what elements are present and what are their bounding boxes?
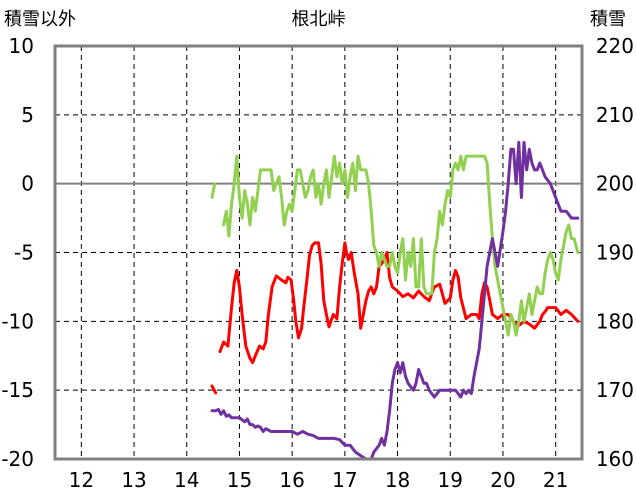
y-right-tick-label: 170 — [596, 378, 634, 402]
x-tick-label: 19 — [438, 468, 463, 492]
y-right-tick-label: 220 — [596, 34, 634, 58]
x-tick-label: 13 — [121, 468, 146, 492]
series-line — [222, 154, 580, 337]
plot-frame — [53, 44, 584, 461]
x-tick-label: 15 — [227, 468, 252, 492]
y-left-tick-label: 10 — [9, 34, 34, 58]
y-right-tick-label: 200 — [596, 172, 634, 196]
y-left-tick-label: -20 — [1, 447, 34, 471]
series-line — [210, 140, 580, 461]
series-line — [218, 241, 580, 365]
x-tick-label: 14 — [174, 468, 199, 492]
y-left-tick-label: -5 — [14, 241, 34, 265]
y-left-tick-label: 0 — [21, 172, 34, 196]
y-axis-right-label: 積雪 — [590, 9, 626, 30]
x-tick-label: 12 — [69, 468, 94, 492]
y-axis-left-label: 積雪以外 — [4, 9, 76, 30]
y-right-tick-label: 210 — [596, 103, 634, 127]
y-right-tick-label: 190 — [596, 241, 634, 265]
series-line — [210, 384, 218, 395]
tick-labels: 10 5 0 -5 -10 -15 -20 220 210 200 190 180 170 160 12 13… — [1, 34, 634, 492]
series-line — [210, 182, 217, 199]
x-tick-label: 18 — [385, 468, 410, 492]
x-tick-label: 20 — [490, 468, 515, 492]
x-tick-label: 17 — [332, 468, 357, 492]
x-tick-label: 16 — [279, 468, 304, 492]
y-right-tick-label: 180 — [596, 309, 634, 333]
y-left-tick-label: 5 — [21, 103, 34, 127]
y-left-tick-label: -15 — [1, 378, 34, 402]
y-left-tick-label: -10 — [1, 309, 34, 333]
x-tick-label: 21 — [543, 468, 568, 492]
series-group — [210, 140, 580, 461]
y-right-tick-label: 160 — [596, 447, 634, 471]
chart-title: 根北峠 — [292, 9, 346, 30]
